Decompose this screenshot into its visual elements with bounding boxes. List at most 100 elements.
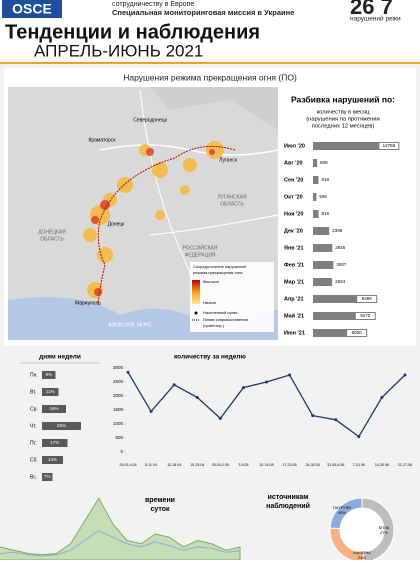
point bbox=[288, 373, 292, 377]
total: 26 7 bbox=[350, 0, 393, 19]
category-label: Мар '21 bbox=[284, 279, 304, 285]
y-tick-label: 500 bbox=[115, 435, 123, 440]
region-label: ФЕДЕРАЦИЯ bbox=[184, 252, 215, 258]
chart-title: времени bbox=[145, 497, 175, 504]
bar bbox=[42, 422, 81, 430]
x-tick-label: 26.04-2.05 bbox=[212, 463, 229, 467]
value-label: 506 bbox=[319, 194, 327, 199]
value-label: 605 bbox=[320, 160, 328, 165]
point bbox=[218, 416, 222, 420]
bar bbox=[42, 388, 59, 396]
region-label: АЗОВСКОЕ МОРЕ bbox=[108, 322, 152, 328]
category-label: Авг '20 bbox=[284, 160, 303, 166]
region-label: ДОНЕЦКАЯ bbox=[38, 229, 66, 235]
bar bbox=[42, 371, 56, 379]
y-tick-label: 2000 bbox=[113, 393, 124, 398]
chart-title: количеству за неделю bbox=[174, 354, 246, 361]
slice-value: 49% bbox=[338, 510, 346, 515]
value-label: 16% bbox=[49, 406, 58, 411]
x-tick-label: 5-11.04 bbox=[145, 463, 157, 467]
y-tick-label: 0 bbox=[120, 449, 123, 454]
point bbox=[241, 386, 245, 390]
bar bbox=[313, 329, 368, 337]
category-label: Сен '20 bbox=[284, 177, 303, 183]
place-label: Луганск bbox=[219, 157, 238, 163]
x-tick-label: 17-23.05 bbox=[282, 463, 296, 467]
bar bbox=[313, 142, 400, 150]
x-tick-label: 19-25.04 bbox=[190, 463, 204, 467]
value-label: 9% bbox=[45, 372, 52, 377]
value-label: 2824 bbox=[335, 279, 346, 284]
point bbox=[149, 409, 153, 413]
x-tick-label: 12-18.04 bbox=[167, 463, 181, 467]
chart-title: источникам bbox=[268, 494, 309, 501]
point bbox=[172, 383, 176, 387]
category-label: Июн '21 bbox=[284, 330, 305, 336]
map-title: Нарушения режима прекращения огня (ПО) bbox=[123, 72, 297, 82]
category-label: Ноя '20 bbox=[284, 211, 303, 217]
point bbox=[311, 414, 315, 418]
slice-value: 27% bbox=[380, 530, 388, 535]
map bbox=[8, 87, 279, 340]
chart-subtitle: последних 12 месяцев) bbox=[312, 124, 375, 130]
bar bbox=[313, 159, 318, 167]
bar bbox=[313, 261, 334, 269]
x-tick-label: 7-13.06 bbox=[353, 463, 365, 467]
x-tick-label: 21-27.06 bbox=[398, 463, 412, 467]
bar bbox=[313, 193, 317, 201]
bar bbox=[313, 295, 378, 303]
value-box bbox=[379, 143, 399, 149]
value-label: 2845 bbox=[335, 245, 346, 250]
point bbox=[195, 395, 199, 399]
category-label: Дек '20 bbox=[284, 228, 303, 234]
category-label: Пн. bbox=[30, 372, 38, 378]
place-label: Северодонецк bbox=[133, 117, 167, 123]
org-line: сотрудничеству в Европе bbox=[112, 1, 194, 8]
logo: OSCE bbox=[12, 1, 52, 17]
y-tick-label: 1500 bbox=[113, 407, 124, 412]
total-caption: нарушений режи bbox=[350, 15, 401, 23]
point bbox=[265, 380, 268, 384]
bar bbox=[313, 312, 376, 320]
y-tick-label: 2500 bbox=[113, 379, 124, 384]
x-tick-label: 24-30.05 bbox=[306, 463, 320, 467]
chart-title: Разбивка нарушений по: bbox=[291, 94, 395, 104]
slice-label: БПЛА bbox=[379, 525, 390, 530]
donut-hole bbox=[340, 508, 384, 552]
value-label: 818 bbox=[322, 177, 330, 182]
value-label: 2396 bbox=[332, 228, 343, 233]
category-label: Окт '20 bbox=[284, 194, 303, 200]
value-label: 9272 bbox=[360, 313, 371, 318]
value-label: 12758 bbox=[383, 143, 396, 148]
legend-text: Населенный пункт bbox=[203, 310, 238, 315]
point bbox=[126, 370, 130, 374]
bar bbox=[313, 227, 330, 235]
bar bbox=[313, 210, 319, 218]
point bbox=[403, 373, 407, 377]
point bbox=[380, 395, 384, 399]
legend-text: Линия соприкосновения bbox=[203, 317, 248, 322]
region-label: РОССИЙСКАЯ bbox=[183, 243, 218, 251]
category-label: Сб. bbox=[30, 457, 38, 463]
place-label: Краматорск bbox=[88, 137, 116, 143]
category-label: Пт. bbox=[30, 440, 37, 446]
place-label: Мариуполь bbox=[75, 300, 101, 306]
category-label: Апр '21 bbox=[284, 296, 304, 302]
line bbox=[0, 530, 241, 557]
period: АПРЕЛЬ-ИЮНЬ 2021 bbox=[34, 41, 203, 60]
category-label: Ср. bbox=[30, 406, 38, 412]
chart-subtitle: количеству в месяц bbox=[317, 110, 371, 116]
region-label: ОБЛАСТЬ bbox=[220, 201, 244, 207]
bar bbox=[42, 473, 53, 481]
y-tick-label: 3000 bbox=[113, 365, 124, 370]
value-box bbox=[355, 313, 375, 319]
chart-subtitle: (нарушения на протяжении bbox=[306, 117, 380, 123]
value-label: 26% bbox=[57, 423, 66, 428]
region-label: ЛУГАНСКАЯ bbox=[217, 194, 247, 200]
bar bbox=[42, 439, 68, 447]
category-label: Вс. bbox=[30, 474, 37, 480]
chart-title: дням недели bbox=[39, 354, 81, 361]
region-label: ОБЛАСТЬ bbox=[40, 236, 64, 242]
bar bbox=[42, 405, 66, 413]
